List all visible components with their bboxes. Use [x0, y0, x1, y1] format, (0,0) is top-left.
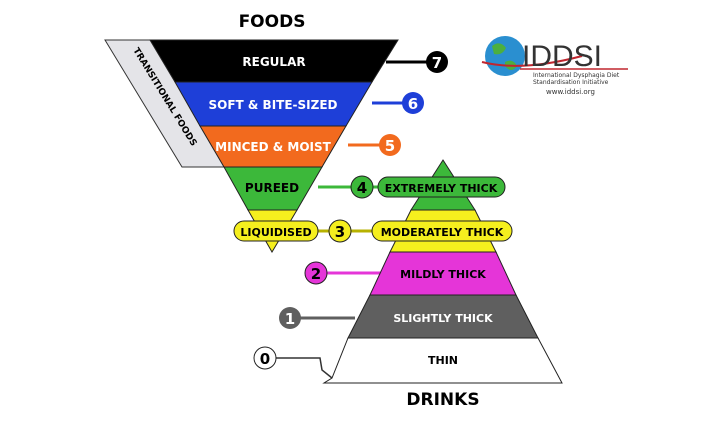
level-4-number: 4	[357, 179, 367, 197]
label-minced-moist: MINCED & MOIST	[215, 140, 331, 154]
level-1-number: 1	[285, 310, 295, 328]
label-pureed: PUREED	[245, 181, 299, 195]
logo-subtitle-2: Standardisation Initiative	[533, 79, 609, 86]
band-thin	[322, 337, 563, 384]
level-7-number: 7	[432, 54, 442, 72]
level-5-number: 5	[385, 137, 395, 155]
label-regular: REGULAR	[242, 55, 305, 69]
moderately-thick-pill	[371, 220, 513, 242]
label-slightly-thick: SLIGHTLY THICK	[393, 312, 493, 325]
drinks-title: DRINKS	[406, 390, 479, 410]
iddsi-logo: IDDSI International Dysphagia Diet Stand…	[481, 36, 628, 96]
liquidised-pill	[233, 220, 319, 242]
logo-name: IDDSI	[522, 40, 602, 73]
level-numbers: 7 6 5 4 3 2 1 0	[253, 51, 448, 370]
level-2-number: 2	[311, 265, 321, 283]
logo-url: www.iddsi.org	[546, 88, 595, 96]
label-mildly-thick: MILDLY THICK	[400, 268, 486, 281]
level-0-number: 0	[260, 350, 270, 368]
foods-pyramid	[149, 39, 399, 253]
foods-title: FOODS	[239, 12, 306, 32]
label-soft-bite-sized: SOFT & BITE-SIZED	[209, 98, 338, 112]
extremely-thick-pill	[377, 176, 506, 198]
globe-icon	[485, 36, 525, 76]
label-thin: THIN	[428, 354, 458, 367]
level-3-number: 3	[335, 223, 345, 241]
logo-subtitle-1: International Dysphagia Diet	[533, 72, 620, 79]
label-moderately-thick: MODERATELY THICK	[381, 226, 504, 239]
level-6-number: 6	[408, 95, 418, 113]
label-extremely-thick: EXTREMELY THICK	[385, 182, 498, 195]
label-liquidised: LIQUIDISED	[240, 226, 311, 239]
